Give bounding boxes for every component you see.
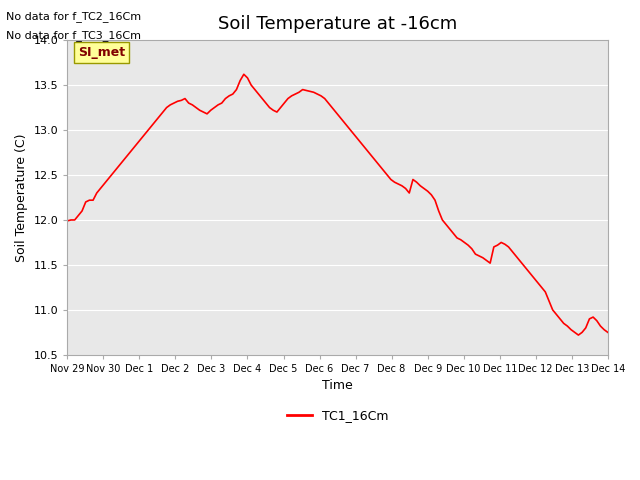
Text: No data for f_TC3_16Cm: No data for f_TC3_16Cm (6, 30, 141, 41)
Title: Soil Temperature at -16cm: Soil Temperature at -16cm (218, 15, 457, 33)
Legend: TC1_16Cm: TC1_16Cm (282, 404, 394, 427)
Text: No data for f_TC2_16Cm: No data for f_TC2_16Cm (6, 11, 141, 22)
X-axis label: Time: Time (322, 379, 353, 393)
Y-axis label: Soil Temperature (C): Soil Temperature (C) (15, 133, 28, 262)
Text: SI_met: SI_met (78, 46, 125, 59)
